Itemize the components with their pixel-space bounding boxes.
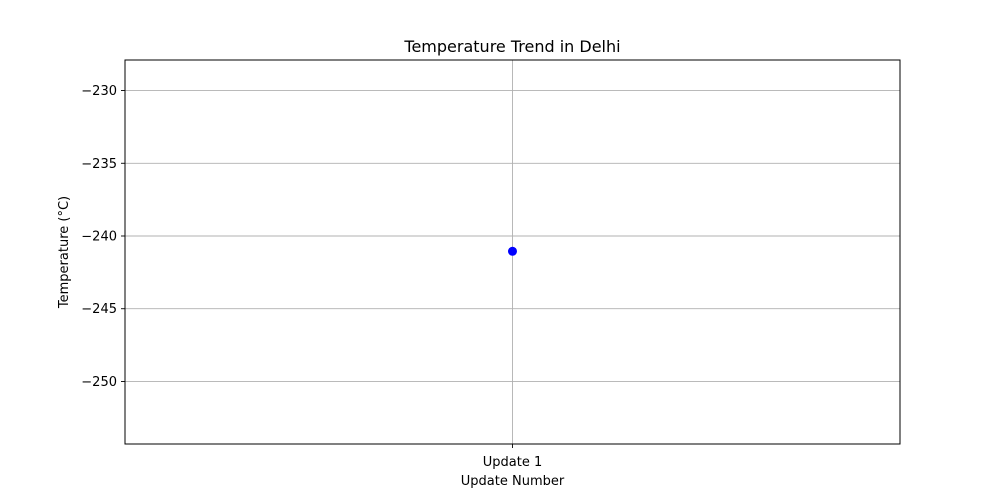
x-tick-label: Update 1 <box>483 455 542 470</box>
y-tick-label: −250 <box>81 375 117 390</box>
data-layer <box>508 246 517 256</box>
data-point <box>508 246 517 256</box>
x-axis-label: Update Number <box>461 474 565 489</box>
y-tick-label: −235 <box>81 157 117 172</box>
grid <box>125 60 900 444</box>
y-tick-label: −230 <box>81 84 117 99</box>
chart-title: Temperature Trend in Delhi <box>403 37 620 56</box>
y-tick-label: −245 <box>81 302 117 317</box>
y-tick-label: −240 <box>81 230 117 245</box>
x-axis-ticks: Update 1 <box>483 444 542 470</box>
y-axis-ticks: −230 −235 −240 −245 −250 <box>81 84 125 390</box>
y-axis-label: Temperature (°C) <box>57 196 72 309</box>
